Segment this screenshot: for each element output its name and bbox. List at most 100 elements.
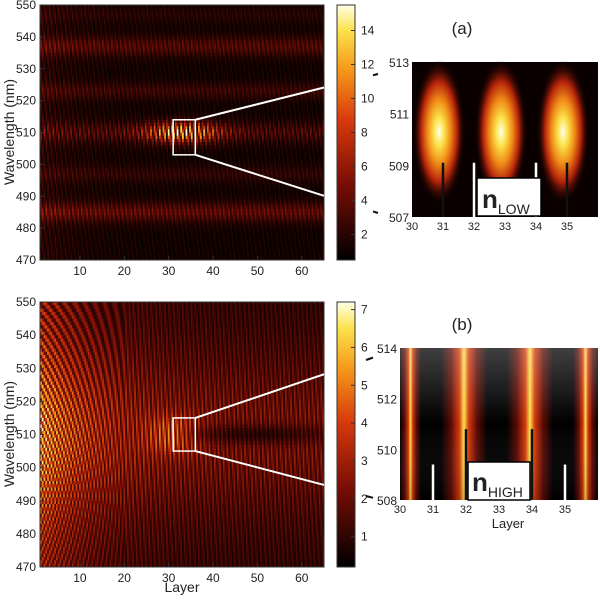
heatmap-cell <box>80 116 83 121</box>
heatmap-cell <box>151 107 154 111</box>
heatmap-cell <box>146 100 149 105</box>
heatmap-cell <box>64 52 68 57</box>
heatmap-cell <box>105 27 108 31</box>
heatmap-cell <box>45 84 48 89</box>
heatmap-cell <box>50 173 53 178</box>
heatmap-cell <box>70 126 73 130</box>
heatmap-cell <box>64 158 68 162</box>
heatmap-cell <box>63 107 66 111</box>
heatmap-cell <box>134 40 137 44</box>
heatmap-cell <box>109 87 112 92</box>
heatmap-cell <box>68 145 71 149</box>
heatmap-cell <box>86 116 89 121</box>
heatmap-cell <box>45 8 48 12</box>
heatmap-cell <box>137 49 140 54</box>
heatmap-cell <box>107 209 110 213</box>
heatmap-cell <box>109 14 112 19</box>
heatmap-cell <box>111 135 114 140</box>
heatmap-cell <box>55 103 59 108</box>
heatmap-cell <box>100 116 103 121</box>
heatmap-cell <box>55 56 59 60</box>
heatmap-cell <box>71 231 75 235</box>
heatmap-cell <box>59 122 62 127</box>
heatmap-cell <box>141 43 144 47</box>
heatmap-cell <box>105 103 108 108</box>
heatmap-cell <box>100 183 103 188</box>
heatmap-cell <box>73 193 76 197</box>
heatmap-cell <box>43 215 46 219</box>
heatmap-cell <box>98 81 101 86</box>
heatmap-cell <box>121 87 124 92</box>
heatmap-cell <box>139 84 142 89</box>
heatmap-cell <box>119 43 123 47</box>
heatmap-cell <box>119 129 123 133</box>
heatmap-cell <box>132 59 135 63</box>
heatmap-cell <box>52 126 55 130</box>
heatmap-cell <box>128 177 131 181</box>
heatmap-cell <box>135 253 139 258</box>
heatmap-cell <box>41 167 44 172</box>
heatmap-cell <box>89 205 92 210</box>
heatmap-cell <box>118 135 121 140</box>
heatmap-cell <box>48 20 52 25</box>
heatmap-cell <box>48 253 52 258</box>
heatmap-cell <box>50 75 53 79</box>
heatmap-cell <box>71 177 75 181</box>
heatmap-cell <box>48 11 52 15</box>
heatmap-cell <box>111 138 114 143</box>
heatmap-cell <box>77 87 80 92</box>
heatmap-cell <box>50 56 53 60</box>
heatmap-cell <box>142 49 146 54</box>
heatmap-cell <box>134 177 137 181</box>
heatmap-cell <box>139 221 142 226</box>
heatmap-cell <box>43 84 46 89</box>
heatmap-cell <box>73 170 76 175</box>
heatmap-cell <box>87 189 91 194</box>
heatmap-cell <box>63 27 66 31</box>
heatmap-cell <box>64 161 68 165</box>
heatmap-cell <box>137 202 140 207</box>
heatmap-cell <box>45 33 48 38</box>
heatmap-cell <box>109 145 112 149</box>
heatmap-cell <box>75 65 78 70</box>
heatmap-cell <box>91 65 94 70</box>
heatmap-cell <box>167 224 170 229</box>
heatmap-cell <box>68 59 71 63</box>
heatmap-cell <box>162 244 165 248</box>
heatmap-cell <box>111 75 114 79</box>
heatmap-cell <box>135 14 139 19</box>
heatmap-cell <box>114 126 117 130</box>
heatmap-cell <box>54 5 57 9</box>
heatmap-cell <box>132 154 135 159</box>
heatmap-cell <box>61 94 64 98</box>
heatmap-cell <box>169 71 172 76</box>
heatmap-cell <box>89 145 92 149</box>
heatmap-cell <box>121 126 124 130</box>
heatmap-cell <box>93 62 96 66</box>
heatmap-cell <box>48 113 52 117</box>
heatmap-cell <box>107 40 110 44</box>
heatmap-cell <box>121 209 124 213</box>
heatmap-cell <box>70 253 73 258</box>
heatmap-cell <box>103 177 107 181</box>
heatmap-cell <box>150 129 153 133</box>
heatmap-cell <box>98 33 101 38</box>
heatmap-cell <box>107 180 110 184</box>
heatmap-cell <box>130 151 133 156</box>
heatmap-cell <box>95 177 98 181</box>
heatmap-cell <box>48 193 52 197</box>
heatmap-cell <box>157 113 160 117</box>
heatmap-cell <box>54 199 57 204</box>
heatmap-cell <box>132 164 135 168</box>
heatmap-cell <box>80 49 83 54</box>
heatmap-cell <box>79 8 82 12</box>
heatmap-cell <box>128 65 131 70</box>
heatmap-cell <box>59 8 62 12</box>
heatmap-cell <box>68 33 71 38</box>
heatmap-cell <box>118 59 121 63</box>
heatmap-cell <box>64 151 68 156</box>
heatmap-cell <box>144 46 147 51</box>
heatmap-cell <box>54 68 57 73</box>
heatmap-cell <box>98 135 101 140</box>
heatmap-cell <box>54 180 57 184</box>
